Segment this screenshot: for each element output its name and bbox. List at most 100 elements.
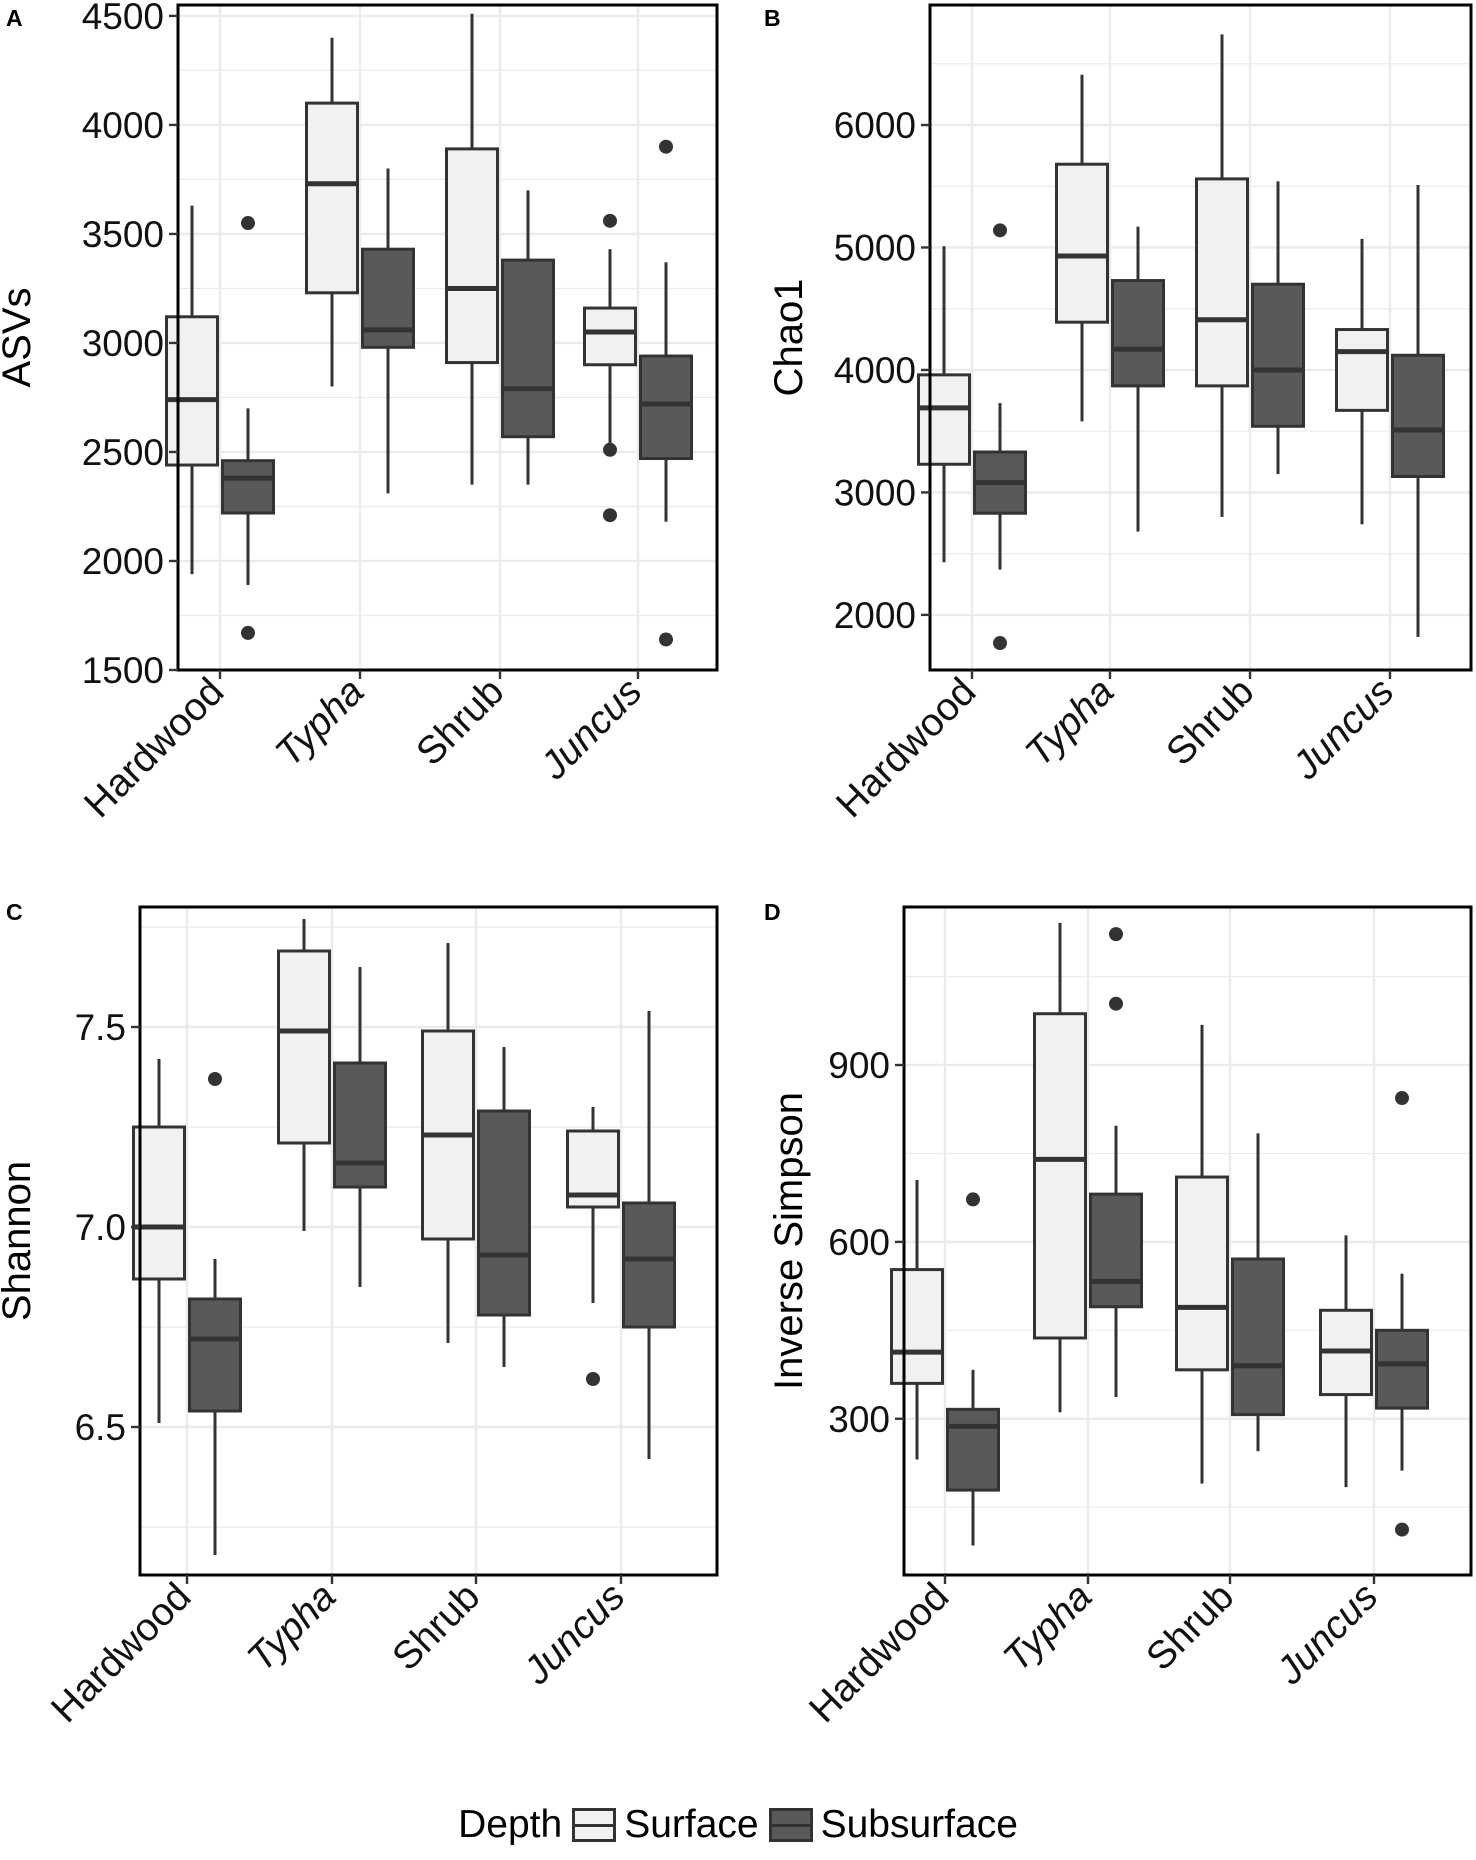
y-tick-label: 2500 [82,432,164,473]
legend-label-surface: Surface [624,1803,759,1846]
box-subsurface-shrub [477,1047,531,1367]
box-surface-shrub [421,943,475,1343]
x-tick-label: Typha [239,1575,344,1680]
y-tick-label: 3000 [82,323,164,364]
box-iqr [165,315,219,467]
box-iqr [501,258,555,439]
y-tick-label: 4000 [82,105,164,146]
box-iqr [188,1297,242,1413]
outlier-point [208,1072,222,1086]
y-tick-label: 2000 [82,541,164,582]
box-iqr [1251,282,1305,428]
panel-b: 2000 3000 4000 5000 6000 Hardwood Typha Shrub Ju… [764,3,1473,826]
x-tick-label: Juncus [1284,670,1402,788]
box-iqr [1175,1175,1229,1372]
box-surface-juncus [566,1107,620,1386]
box-subsurface-typha [333,967,387,1287]
box-subsurface-juncus [1391,185,1445,637]
box-surface-typha [305,37,359,387]
box-subsurface-typha [361,168,415,494]
box-subsurface-shrub [1231,1133,1285,1452]
panel-d: 300 600 900 Hardwood Typha Shrub Juncus Inverse… [764,899,1473,1731]
legend-key-subsurface [768,1808,813,1842]
box-iqr [445,147,499,365]
panel-border [176,3,719,672]
box-iqr [1055,162,1109,324]
outlier-point [241,625,255,640]
legend-title: Depth [458,1803,563,1846]
box-surface-hardwood [132,1059,186,1423]
box-iqr [361,247,415,349]
box-iqr [1375,1328,1429,1410]
box-subsurface-juncus [639,139,693,647]
box-iqr [1391,353,1445,479]
panel-border [138,905,719,1577]
box-subsurface-hardwood [188,1072,242,1555]
outlier-point [586,1372,600,1386]
y-tick-label: 4500 [82,0,164,37]
outlier-point [1109,927,1123,942]
x-tick-label: Typha [1017,670,1122,775]
box-iqr [622,1201,676,1329]
outlier-point [1395,1091,1409,1106]
y-tick-label: 6000 [834,105,916,146]
x-tick-label: Hardwood [43,1575,199,1731]
outlier-point [993,636,1007,651]
box-subsurface-hardwood [946,1192,1000,1546]
box-iqr [1033,1012,1087,1340]
outlier-point [1109,996,1123,1011]
box-iqr [305,101,359,295]
legend-key-surface [572,1808,617,1842]
y-axis-title: Inverse Simpson [767,1092,811,1390]
x-tick-label: Shrub [1158,670,1262,774]
box-iqr [946,1407,1000,1492]
outlier-point [603,508,617,523]
box-iqr [277,949,331,1145]
box-surface-typha [1055,74,1109,422]
box-surface-juncus [1319,1235,1373,1488]
y-tick-label: 600 [828,1222,890,1263]
box-surface-hardwood [890,1179,944,1460]
outlier-point [966,1192,980,1207]
box-iqr [221,459,275,515]
figure: 1500 2000 2500 3000 3500 4000 4500 Hardwood Typh… [0,0,1473,1731]
box-surface-typha [277,919,331,1231]
outlier-point [603,213,617,228]
outlier-point [1395,1522,1409,1537]
x-tick-label: Typha [267,670,372,775]
box-subsurface-juncus [622,1011,676,1459]
x-tick-label: Hardwood [76,670,232,826]
panel-tag: D [764,899,781,925]
panel-tag: C [6,899,23,925]
outlier-point [241,216,255,231]
box-iqr [1089,1192,1143,1309]
x-tick-label: Juncus [1268,1575,1386,1693]
box-iqr [132,1125,186,1281]
y-tick-label: 5000 [834,227,916,268]
y-tick-label: 3000 [834,472,916,513]
y-tick-label: 7.0 [75,1207,126,1248]
y-tick-label: 7.5 [75,1007,126,1048]
y-tick-label: 6.5 [75,1407,126,1448]
box-subsurface-juncus [1375,1091,1429,1537]
box-subsurface-hardwood [221,216,275,640]
x-tick-label: Hardwood [801,1575,957,1731]
y-tick-label: 3500 [82,214,164,255]
box-subsurface-typha [1089,927,1143,1397]
legend-label-subsurface: Subsurface [820,1803,1018,1846]
panel-tag: B [764,5,781,31]
outlier-point [993,223,1007,238]
x-tick-label: Typha [995,1575,1100,1680]
y-axis-title: Chao1 [767,279,811,397]
legend: Depth Surface Subsurface [0,1800,1476,1850]
y-tick-label: 2000 [834,595,916,636]
panel-border [928,3,1473,672]
box-iqr [890,1268,944,1385]
y-tick-label: 900 [828,1045,890,1086]
box-surface-typha [1033,922,1087,1413]
x-tick-label: Shrub [408,670,512,774]
box-surface-hardwood [165,205,219,575]
box-iqr [1111,279,1165,388]
y-tick-label: 1500 [82,650,164,691]
box-surface-hardwood [917,246,971,563]
